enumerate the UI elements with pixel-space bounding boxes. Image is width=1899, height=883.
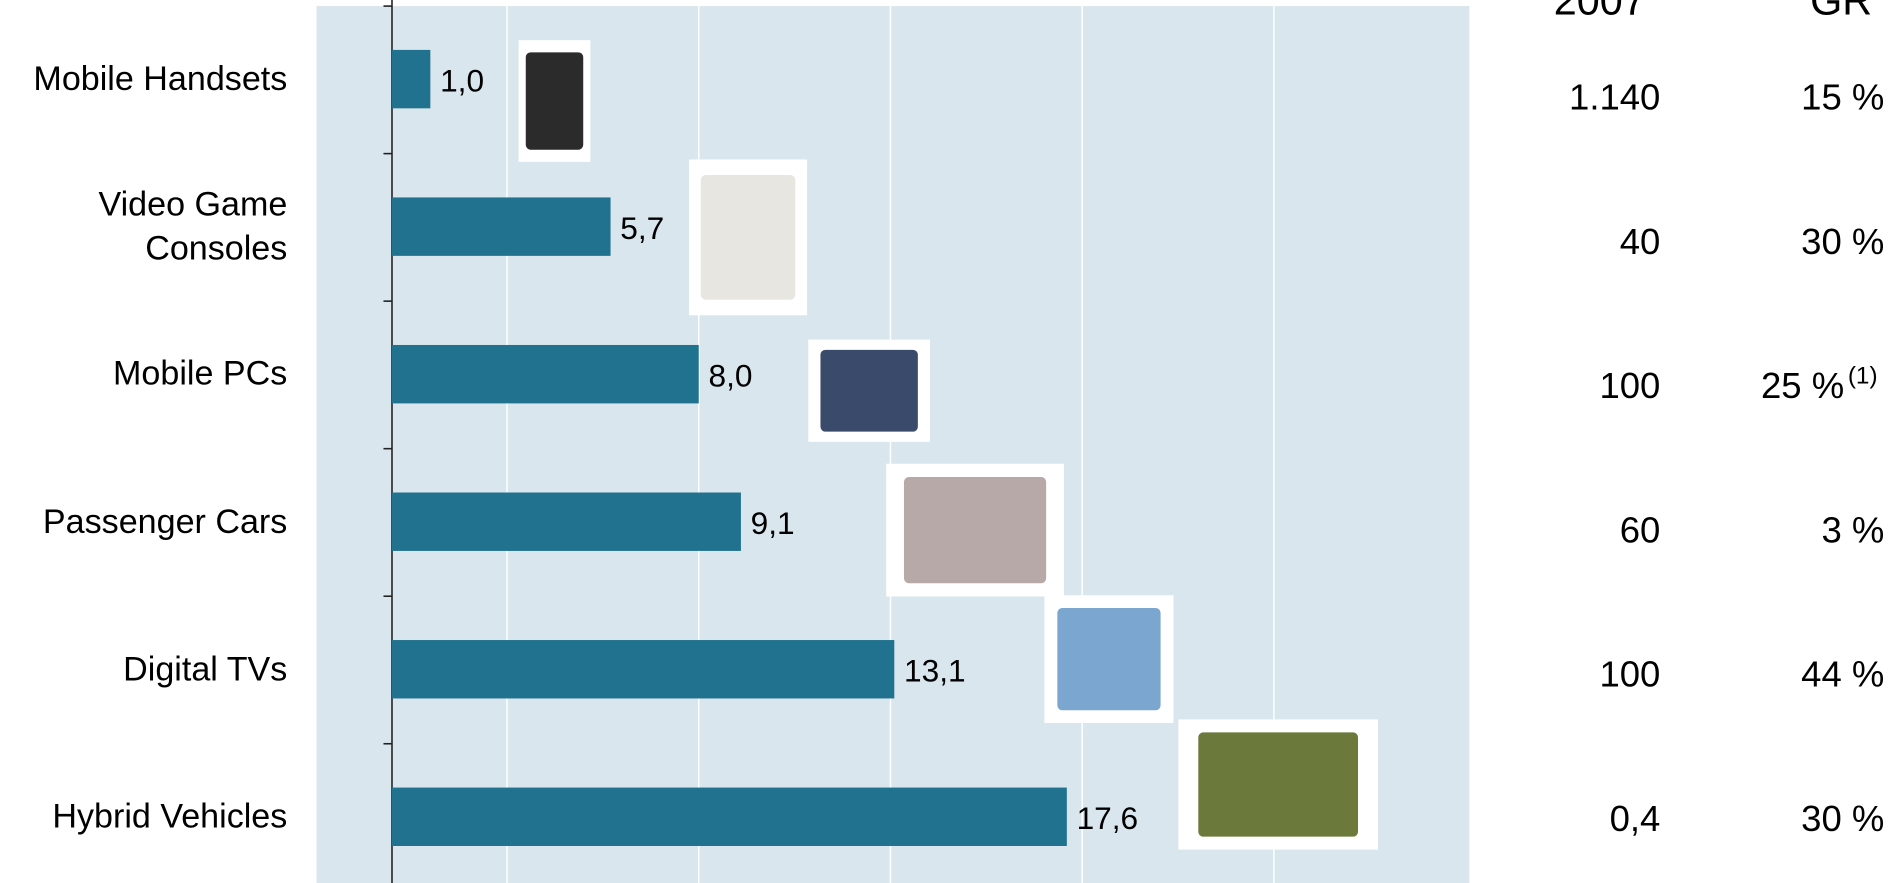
bar: [391, 787, 1067, 846]
bar: [391, 344, 699, 404]
table-cell: 30 %: [1801, 798, 1884, 839]
category-label: Hybrid Vehicles: [52, 797, 288, 836]
bar: [391, 492, 741, 551]
category-label: Digital TVs: [123, 649, 288, 688]
product-image-content: [903, 477, 1047, 584]
table-cell: 100: [1599, 365, 1660, 406]
category-label-box: Mobile Handsets: [33, 59, 288, 98]
category-label: Video Game Consoles: [98, 185, 288, 267]
category-label-box: Mobile PCs: [113, 354, 288, 393]
column-header: GR: [1810, 0, 1872, 24]
category-label-box: Digital TVs: [123, 649, 288, 688]
table-cell: 15 %: [1801, 77, 1884, 118]
product-image-content: [820, 349, 918, 432]
product-image-content: [1057, 608, 1161, 711]
value-label: 9,1: [751, 505, 795, 541]
category-label-box: Video Game Consoles: [98, 185, 288, 267]
table-cell: 0,4: [1610, 798, 1661, 839]
bar: [391, 49, 431, 109]
column-header: 2007: [1554, 0, 1646, 24]
footnote-mark: (1): [1848, 362, 1878, 389]
category-label: Mobile PCs: [113, 354, 288, 393]
category-label-box: Passenger Cars: [42, 502, 288, 540]
table-cell: 60: [1620, 509, 1661, 550]
category-label: Passenger Cars: [42, 502, 288, 540]
table-cell: 1.140: [1569, 77, 1660, 118]
value-label: 13,1: [904, 652, 966, 688]
value-label: 17,6: [1077, 800, 1139, 836]
category-label-box: Hybrid Vehicles: [52, 797, 288, 836]
product-image-content: [525, 52, 584, 150]
table-cell: 30 %: [1801, 221, 1884, 262]
bar: [391, 197, 611, 256]
category-label: Mobile Handsets: [33, 59, 288, 98]
table-cell: 40: [1620, 221, 1661, 262]
product-image-content: [1198, 732, 1359, 837]
table-cell: 3 %: [1821, 509, 1884, 550]
bar: [391, 640, 895, 699]
value-label: 1,0: [440, 62, 484, 98]
table-cell: 44 %: [1801, 654, 1884, 695]
product-image-content: [700, 175, 796, 300]
value-label: 8,0: [708, 357, 752, 393]
value-label: 5,7: [620, 210, 664, 246]
table-cell: 25 %: [1761, 365, 1844, 406]
table-cell: 100: [1599, 654, 1660, 695]
